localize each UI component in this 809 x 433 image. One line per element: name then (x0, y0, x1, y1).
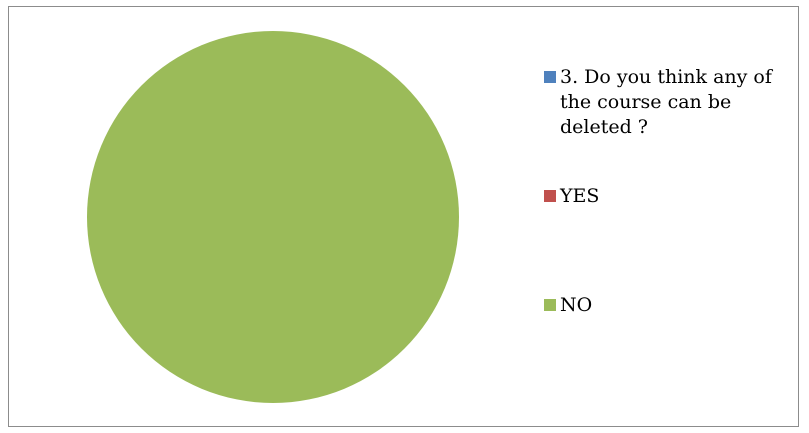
legend-item-no: NO (544, 293, 775, 318)
legend-label-yes: YES (560, 185, 600, 207)
chart-area: 3. Do you think any of the course can be… (8, 6, 799, 427)
legend-label-no: NO (560, 294, 593, 316)
legend-swatch-no (544, 299, 556, 311)
legend-swatch-question (544, 71, 556, 83)
pie-slices (87, 31, 459, 403)
legend-item-yes: YES (544, 184, 775, 209)
legend-swatch-yes (544, 190, 556, 202)
legend-item-question: 3. Do you think any of the course can be… (544, 65, 775, 140)
pie-plot (87, 31, 459, 403)
legend-label-question: 3. Do you think any of the course can be… (560, 66, 772, 138)
pie-slice-no (87, 31, 459, 403)
